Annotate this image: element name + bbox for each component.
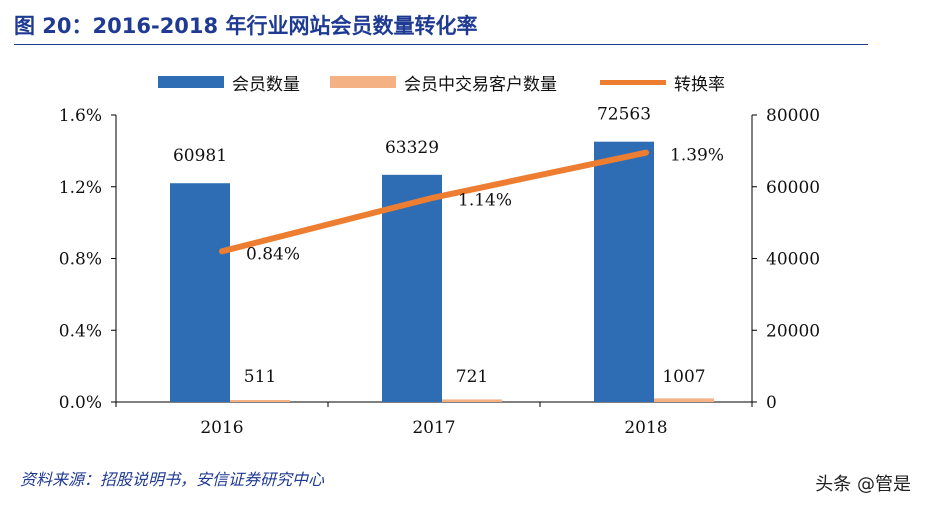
data-label-trading-members: 1007 bbox=[662, 367, 705, 387]
legend-item-members: 会员数量 bbox=[158, 68, 300, 96]
line-conversion bbox=[219, 149, 649, 255]
bar-members bbox=[594, 141, 654, 402]
watermark-text: 头条 @管是 bbox=[815, 474, 911, 495]
data-label-conversion: 1.14% bbox=[458, 191, 512, 211]
bar-trading-members bbox=[442, 399, 502, 402]
data-label-members: 63329 bbox=[385, 138, 439, 158]
bar-trading-members bbox=[230, 400, 290, 402]
chart-legend: 会员数量 会员中交易客户数量 转换率 bbox=[0, 68, 929, 96]
data-label-trading-members: 721 bbox=[456, 367, 488, 387]
y-left-tick-label: 1.2% bbox=[59, 178, 102, 198]
x-tick-label: 2018 bbox=[624, 418, 667, 438]
legend-swatch-members bbox=[158, 76, 224, 88]
data-label-members: 60981 bbox=[173, 146, 227, 166]
y-left-tick-label: 0.0% bbox=[59, 393, 102, 413]
legend-label-conversion: 转换率 bbox=[674, 74, 725, 95]
y-left-tick-label: 1.6% bbox=[59, 106, 102, 126]
data-label-trading-members: 511 bbox=[244, 367, 276, 387]
y-right-tick-label: 60000 bbox=[766, 178, 820, 198]
x-tick-label: 2016 bbox=[200, 418, 243, 438]
y-right-tick-label: 40000 bbox=[766, 250, 820, 270]
title-divider bbox=[14, 44, 868, 45]
legend-item-trading-members: 会员中交易客户数量 bbox=[330, 68, 557, 96]
legend-line-conversion bbox=[600, 79, 666, 85]
chart-title: 图 20：2016-2018 年行业网站会员数量转化率 bbox=[14, 14, 478, 38]
y-right-tick-label: 80000 bbox=[766, 106, 820, 126]
bar-members bbox=[382, 174, 442, 402]
data-label-conversion: 0.84% bbox=[246, 244, 300, 264]
x-tick-label: 2017 bbox=[412, 418, 455, 438]
y-right-tick-label: 0 bbox=[766, 393, 777, 413]
legend-label-members: 会员数量 bbox=[232, 74, 300, 95]
y-left-tick-label: 0.8% bbox=[59, 250, 102, 270]
legend-swatch-trading-members bbox=[330, 76, 396, 88]
bar-members bbox=[170, 183, 230, 402]
bar-trading-members bbox=[654, 398, 714, 402]
data-label-conversion: 1.39% bbox=[670, 146, 724, 166]
data-label-members: 72563 bbox=[597, 105, 651, 125]
y-left-tick-label: 0.4% bbox=[59, 321, 102, 341]
source-note: 资料来源：招股说明书，安信证券研究中心 bbox=[20, 470, 325, 489]
legend-item-conversion: 转换率 bbox=[600, 68, 725, 96]
y-right-tick-label: 20000 bbox=[766, 321, 820, 341]
legend-label-trading-members: 会员中交易客户数量 bbox=[404, 74, 557, 95]
